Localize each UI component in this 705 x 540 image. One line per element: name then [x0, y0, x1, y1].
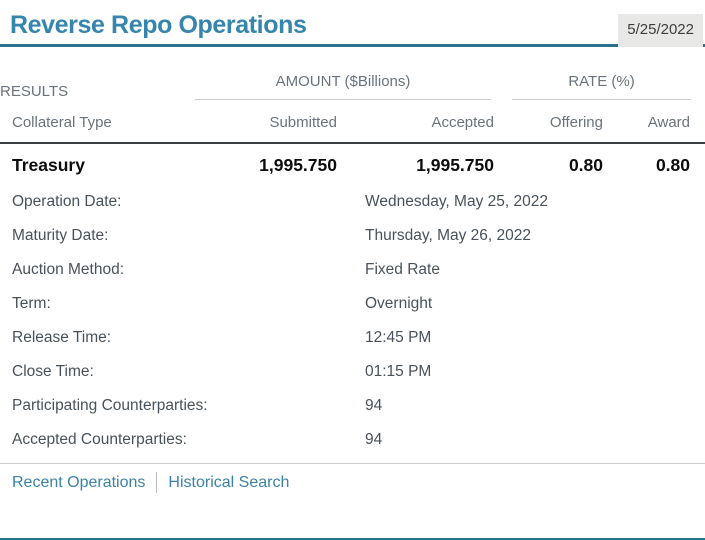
detail-row-accepted-counterparties: Accepted Counterparties: 94 — [0, 423, 705, 457]
table-row-treasury: Treasury 1,995.750 1,995.750 0.80 0.80 — [0, 143, 705, 185]
column-header-accepted: Accepted — [337, 100, 494, 144]
cell-accepted: 1,995.750 — [416, 155, 494, 175]
detail-value: 12:45 PM — [365, 329, 432, 346]
detail-value: 01:15 PM — [365, 363, 432, 380]
link-separator — [156, 472, 158, 493]
detail-row-operation-date: Operation Date: Wednesday, May 25, 2022 — [0, 185, 705, 219]
detail-label: Accepted Counterparties: — [12, 431, 187, 448]
column-header-award: Award — [603, 100, 705, 144]
detail-label: Term: — [12, 295, 51, 312]
historical-search-link[interactable]: Historical Search — [168, 474, 290, 491]
detail-label: Release Time: — [12, 329, 112, 346]
column-header-row: Collateral Type Submitted Accepted Offer… — [0, 100, 705, 144]
detail-row-auction-method: Auction Method: Fixed Rate — [0, 253, 705, 287]
detail-row-release-time: Release Time: 12:45 PM — [0, 321, 705, 355]
column-header-offering: Offering — [494, 100, 603, 144]
recent-operations-link[interactable]: Recent Operations — [12, 474, 146, 491]
detail-label: Operation Date: — [12, 193, 122, 210]
group-header-row: RESULTS AMOUNT ($Billions) RATE (%) — [0, 73, 705, 100]
operation-date-box: 5/25/2022 — [618, 14, 703, 47]
column-header-collateral-type: Collateral Type — [0, 100, 185, 144]
detail-value: Thursday, May 26, 2022 — [365, 227, 531, 244]
footer-links: Recent Operations Historical Search — [0, 464, 705, 501]
detail-row-maturity-date: Maturity Date: Thursday, May 26, 2022 — [0, 219, 705, 253]
results-section-label: RESULTS — [0, 83, 69, 100]
results-table: RESULTS AMOUNT ($Billions) RATE (%) Coll… — [0, 73, 705, 185]
detail-row-close-time: Close Time: 01:15 PM — [0, 355, 705, 389]
detail-value: 94 — [365, 431, 383, 448]
detail-label: Maturity Date: — [12, 227, 109, 244]
detail-label: Close Time: — [12, 363, 94, 380]
operation-details: Operation Date: Wednesday, May 25, 2022 … — [0, 185, 705, 457]
detail-value: Fixed Rate — [365, 261, 440, 278]
cell-submitted: 1,995.750 — [259, 155, 337, 175]
detail-row-term: Term: Overnight — [0, 287, 705, 321]
detail-value: Overnight — [365, 295, 433, 312]
page-header: Reverse Repo Operations 5/25/2022 — [0, 0, 705, 47]
operation-date-value: 5/25/2022 — [627, 21, 694, 38]
footer-divider — [0, 463, 705, 464]
detail-row-participating-counterparties: Participating Counterparties: 94 — [0, 389, 705, 423]
bottom-border — [0, 538, 705, 540]
detail-value: 94 — [365, 397, 383, 414]
detail-label: Participating Counterparties: — [12, 397, 208, 414]
column-header-submitted: Submitted — [185, 100, 337, 144]
detail-value: Wednesday, May 25, 2022 — [365, 193, 548, 210]
detail-label: Auction Method: — [12, 261, 125, 278]
cell-offering: 0.80 — [568, 155, 603, 175]
amount-group-header: AMOUNT ($Billions) — [195, 73, 491, 100]
cell-award: 0.80 — [655, 155, 691, 175]
cell-collateral-type: Treasury — [12, 155, 85, 175]
rate-group-header: RATE (%) — [512, 73, 692, 100]
page-title: Reverse Repo Operations — [10, 11, 307, 39]
